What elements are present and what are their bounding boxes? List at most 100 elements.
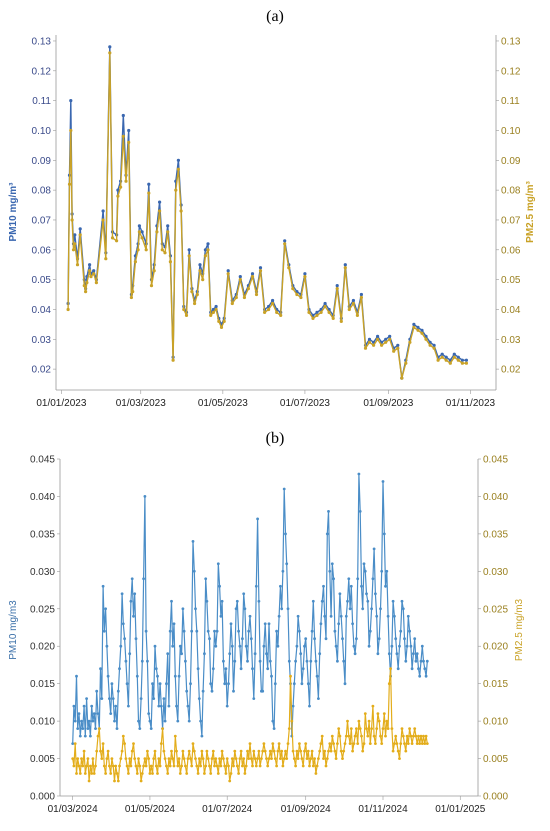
y-tick-label-right: 0.08 <box>501 186 521 197</box>
data-point-pm25 <box>165 764 168 768</box>
data-point-pm10 <box>258 266 263 270</box>
data-point-pm25 <box>409 734 413 738</box>
data-point-pm10 <box>168 629 172 633</box>
data-point-pm25 <box>196 772 200 775</box>
data-point-pm25 <box>282 757 286 760</box>
data-point-pm25 <box>147 191 151 195</box>
data-point-pm10 <box>399 629 403 633</box>
data-point-pm10 <box>351 298 355 303</box>
data-point-pm25 <box>305 757 309 760</box>
data-point-pm10 <box>314 659 318 663</box>
data-point-pm25 <box>292 757 296 760</box>
data-point-pm10 <box>279 584 282 588</box>
data-point-pm25 <box>347 307 351 312</box>
data-point-pm10 <box>342 659 346 663</box>
y-tick-label-right: 0.06 <box>501 245 521 256</box>
data-point-pm25 <box>357 719 361 723</box>
data-point-pm25 <box>309 757 313 760</box>
data-point-pm10 <box>370 607 373 611</box>
data-point-pm10 <box>214 304 218 309</box>
data-point-pm25 <box>401 734 405 738</box>
data-point-pm10 <box>406 614 410 618</box>
y-tick-label-left: 0.11 <box>32 96 51 107</box>
data-point-pm25 <box>359 295 363 300</box>
data-point-pm25 <box>140 772 144 775</box>
data-point-pm10 <box>181 607 185 611</box>
data-point-pm25 <box>146 749 149 753</box>
data-point-pm25 <box>155 230 159 234</box>
data-point-pm25 <box>177 757 181 760</box>
data-point-pm25 <box>204 764 208 768</box>
data-point-pm10 <box>388 334 392 338</box>
data-point-pm10 <box>143 495 147 498</box>
data-point-pm25 <box>267 757 271 760</box>
y-tick-label-left: 0.10 <box>32 126 52 137</box>
data-point-pm25 <box>193 301 197 306</box>
data-point-pm25 <box>393 742 396 745</box>
data-point-pm25 <box>308 764 311 768</box>
data-point-pm25 <box>313 757 316 760</box>
data-point-pm10 <box>394 637 398 641</box>
data-point-pm10 <box>104 607 107 611</box>
data-point-pm25 <box>166 772 170 775</box>
data-point-pm25 <box>268 749 272 753</box>
data-point-pm10 <box>187 248 191 252</box>
data-point-pm10 <box>88 263 92 267</box>
data-point-pm25 <box>216 772 220 775</box>
data-point-pm25 <box>200 749 204 753</box>
y-tick-label-left: 0.010 <box>30 717 55 728</box>
data-point-pm10 <box>119 644 123 648</box>
data-point-pm10 <box>76 727 80 730</box>
data-point-pm25 <box>336 742 339 745</box>
data-point-pm10 <box>363 569 367 573</box>
data-point-pm25 <box>428 343 432 347</box>
data-point-pm25 <box>344 734 348 738</box>
data-point-pm25 <box>238 757 242 760</box>
data-point-pm25 <box>226 272 230 276</box>
data-point-pm10 <box>175 704 178 708</box>
data-point-pm10 <box>211 307 215 312</box>
data-point-pm10 <box>305 659 309 663</box>
data-point-pm25 <box>197 757 201 760</box>
data-point-pm25 <box>78 772 82 775</box>
data-point-pm25 <box>384 734 387 738</box>
data-point-pm10 <box>444 355 448 359</box>
data-point-pm25 <box>182 757 186 760</box>
data-point-pm25 <box>195 764 199 768</box>
data-point-pm25 <box>247 757 251 760</box>
data-point-pm25 <box>171 757 175 760</box>
y-tick-label-right: 0.025 <box>483 604 508 615</box>
data-point-pm25 <box>128 757 132 760</box>
data-point-pm25 <box>176 167 180 171</box>
data-point-pm25 <box>187 749 191 753</box>
data-point-pm10 <box>176 158 180 162</box>
data-point-pm25 <box>254 292 259 297</box>
data-point-pm10 <box>149 727 153 730</box>
data-point-pm10 <box>100 697 104 700</box>
data-point-pm25 <box>94 281 98 285</box>
data-point-pm25 <box>267 307 271 312</box>
data-point-pm10 <box>381 480 385 483</box>
data-point-pm25 <box>275 764 278 768</box>
data-point-pm25 <box>333 749 337 753</box>
data-point-pm10 <box>222 659 225 663</box>
data-point-pm25 <box>111 764 115 768</box>
data-point-pm10 <box>75 674 78 678</box>
chart-b-yticks-right: 0.000 0.005 0.010 0.015 0.020 0.025 0.030 0.035… <box>478 455 508 803</box>
data-point-pm25 <box>88 269 92 273</box>
data-point-pm10 <box>242 592 246 596</box>
data-point-pm10 <box>281 569 285 573</box>
data-point-pm10 <box>329 614 333 618</box>
data-point-pm10 <box>393 614 396 618</box>
data-point-pm25 <box>71 248 76 252</box>
data-point-pm25 <box>271 742 275 745</box>
data-point-pm25 <box>381 727 385 730</box>
data-point-pm25 <box>371 704 375 708</box>
data-point-pm10 <box>404 659 408 663</box>
data-point-pm10 <box>261 689 265 693</box>
data-point-pm25 <box>348 742 352 745</box>
data-point-pm10 <box>452 352 456 356</box>
data-point-pm10 <box>204 577 208 581</box>
data-point-pm10 <box>135 674 139 678</box>
